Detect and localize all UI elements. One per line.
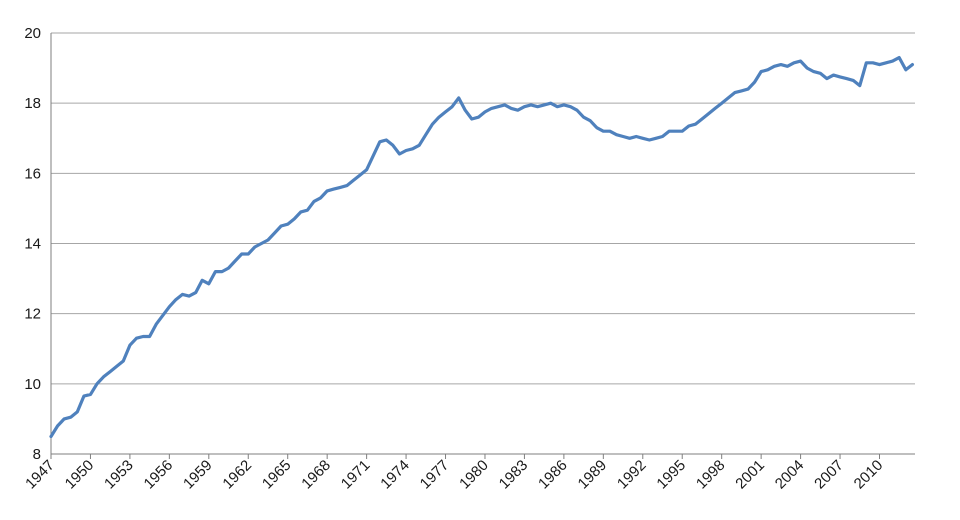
- x-tick-label: 1986: [535, 457, 571, 493]
- y-tick-label: 10: [24, 376, 41, 393]
- x-axis-tick-labels: 1947 1950 1953 1956 1959 1962 1965 1968 1971 1974…: [22, 457, 886, 493]
- x-tick-label: 1974: [377, 457, 413, 493]
- y-tick-label: 20: [24, 25, 41, 42]
- x-tick-label: 1992: [614, 457, 650, 493]
- x-tick-label: 1953: [101, 457, 137, 493]
- x-tick-label: 1971: [338, 457, 374, 493]
- x-tick-label: 1995: [653, 457, 689, 493]
- x-tick-label: 1956: [141, 457, 177, 493]
- x-tick-label: 1947: [22, 457, 58, 493]
- x-tick-label: 1965: [259, 457, 295, 493]
- x-tick-label: 2007: [811, 457, 847, 493]
- series-line-0: [49, 55, 915, 439]
- x-tick-label: 2004: [772, 457, 808, 493]
- grid-lines: [51, 32, 915, 385]
- y-tick-label: 12: [24, 306, 41, 323]
- x-tick-label: 1989: [575, 457, 611, 493]
- x-tick-label: 1959: [180, 457, 216, 493]
- x-tick-label: 2001: [732, 457, 768, 493]
- x-tick-label: 1983: [496, 457, 532, 493]
- y-tick-label: 16: [24, 165, 41, 182]
- y-tick-label: 14: [24, 236, 41, 253]
- series-layer: [49, 55, 915, 439]
- x-tick-label: 1977: [417, 457, 453, 493]
- y-axis-tick-labels: 8 10 12 14 16 18 20: [24, 25, 41, 463]
- x-tick-label: 1998: [693, 457, 729, 493]
- x-tick-label: 1968: [298, 457, 334, 493]
- x-tick-label: 1980: [456, 457, 492, 493]
- x-tick-label: 1962: [219, 457, 255, 493]
- axes: [50, 33, 915, 459]
- x-tick-label: 1950: [62, 457, 98, 493]
- y-tick-label: 8: [33, 446, 41, 463]
- x-tick-label: 2010: [851, 457, 887, 493]
- y-tick-label: 18: [24, 95, 41, 112]
